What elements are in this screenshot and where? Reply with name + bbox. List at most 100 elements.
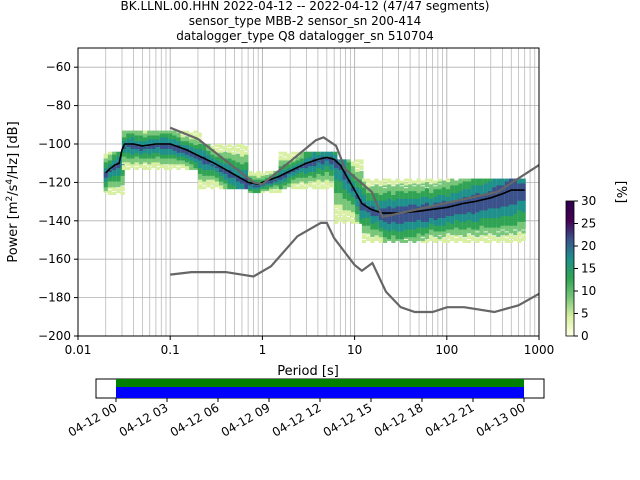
density-cell: [441, 192, 446, 195]
density-cell: [355, 159, 360, 163]
density-cell: [508, 186, 514, 190]
density-cell: [416, 218, 421, 222]
density-cell: [303, 157, 309, 161]
density-cell: [231, 184, 236, 188]
density-cell: [391, 193, 396, 197]
density-cell: [112, 155, 117, 159]
density-cell: [513, 193, 518, 197]
density-cell: [420, 232, 425, 236]
density-cell: [168, 144, 173, 147]
density-cell: [420, 203, 425, 207]
density-cell: [303, 168, 309, 172]
density-cell: [479, 238, 484, 242]
density-cell: [138, 157, 143, 161]
density-cell: [324, 157, 330, 161]
density-cell: [134, 159, 139, 163]
density-cell: [291, 172, 296, 176]
density-cell: [496, 209, 501, 213]
density-cell: [282, 157, 288, 161]
density-cell: [197, 172, 203, 176]
density-cell: [324, 172, 330, 176]
density-cell: [320, 168, 325, 172]
density-cell: [282, 178, 288, 182]
density-cell: [342, 215, 347, 219]
density-cell: [227, 165, 232, 169]
density-cell: [235, 180, 240, 184]
density-cell: [355, 197, 360, 201]
density-cell: [496, 222, 501, 226]
density-cell: [180, 145, 185, 149]
density-cell: [163, 132, 169, 136]
density-cell: [454, 188, 459, 192]
density-cell: [399, 195, 404, 199]
density-cell: [429, 211, 434, 215]
density-cell: [437, 178, 442, 182]
density-cell: [370, 220, 375, 224]
density-cell: [189, 163, 194, 167]
density-cell: [252, 188, 257, 192]
density-cell: [399, 234, 404, 238]
density-cell: [366, 222, 371, 226]
density-cell: [437, 184, 442, 188]
density-cell: [504, 238, 509, 242]
density-cell: [252, 184, 257, 188]
density-cell: [471, 209, 476, 213]
density-cell: [303, 165, 309, 169]
density-cell: [492, 230, 497, 234]
density-cell: [479, 232, 484, 236]
density-cell: [130, 165, 135, 169]
density-cell: [454, 213, 459, 217]
density-cell: [142, 167, 148, 171]
density-cell: [189, 167, 194, 171]
density-cell: [466, 190, 472, 194]
density-cell: [395, 238, 400, 242]
density-cell: [355, 213, 360, 217]
density-cell: [324, 178, 330, 182]
density-cell: [239, 168, 245, 172]
density-cell: [370, 226, 375, 230]
density-cell: [508, 234, 514, 238]
density-cell: [278, 165, 283, 169]
density-cell: [260, 186, 265, 190]
density-cell: [458, 213, 463, 217]
density-cell: [287, 153, 292, 157]
density-cell: [260, 172, 265, 176]
density-cell: [487, 205, 493, 209]
density-cell: [479, 215, 484, 219]
density-cell: [496, 232, 501, 236]
density-cell: [312, 165, 317, 169]
density-cell: [197, 161, 203, 165]
y-axis-label: Power [m2/s4/Hz] [dB]: [5, 121, 21, 262]
density-cell: [458, 230, 463, 234]
density-cell: [403, 234, 409, 238]
density-cell: [429, 197, 434, 201]
density-cell: [248, 188, 253, 192]
density-cell: [168, 155, 173, 159]
density-cell: [492, 182, 497, 186]
density-cell: [214, 182, 219, 186]
density-cell: [355, 165, 360, 169]
density-cell: [342, 192, 347, 195]
density-cell: [500, 197, 505, 201]
density-cell: [116, 182, 121, 186]
density-cell: [355, 203, 360, 207]
density-cell: [521, 232, 526, 236]
density-cell: [126, 151, 131, 155]
density-cell: [163, 149, 169, 153]
density-cell: [408, 238, 413, 242]
density-cell: [403, 205, 409, 209]
density-cell: [121, 136, 127, 140]
density-cell: [462, 213, 467, 217]
density-cell: [450, 209, 455, 213]
density-cell: [361, 226, 367, 230]
density-cell: [103, 186, 108, 190]
density-cell: [475, 228, 480, 232]
density-cell: [180, 153, 185, 157]
density-cell: [408, 203, 413, 207]
density-cell: [433, 182, 438, 186]
density-cell: [210, 186, 215, 190]
density-cell: [395, 186, 400, 190]
density-cell: [320, 170, 325, 174]
density-cell: [316, 163, 321, 167]
density-cell: [320, 151, 325, 155]
